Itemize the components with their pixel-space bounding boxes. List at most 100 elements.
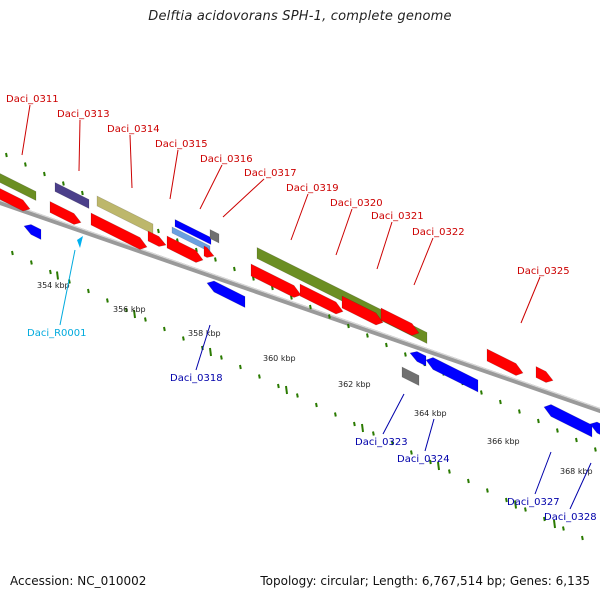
gene-arrow-plus[interactable] bbox=[49, 201, 82, 225]
tick-mark-upper bbox=[328, 314, 331, 319]
gene-arrow-plus[interactable] bbox=[299, 283, 344, 315]
gene-label-minus[interactable]: Daci_0324 bbox=[397, 454, 450, 465]
rna-gene-marker[interactable] bbox=[77, 236, 83, 248]
gene-arrow-plus[interactable] bbox=[486, 348, 524, 376]
gene-label-plus-leader bbox=[413, 237, 434, 286]
gene-arrow-plus[interactable] bbox=[380, 307, 420, 336]
tick-mark-lower bbox=[144, 317, 147, 322]
gene-arrow-minus[interactable] bbox=[23, 224, 42, 240]
gene-arrow-plus[interactable] bbox=[147, 230, 167, 247]
gene-label-minus-leader bbox=[534, 451, 552, 495]
tick-mark-upper bbox=[252, 276, 255, 281]
tick-mark-lower bbox=[11, 250, 14, 256]
gene-label-minus-leader bbox=[382, 393, 405, 435]
gene-label-plus[interactable]: Daci_0321 bbox=[371, 211, 424, 222]
gene-label-plus-leader bbox=[335, 208, 353, 256]
genome-backbone bbox=[0, 199, 600, 414]
gene-label-plus-leader bbox=[290, 193, 309, 241]
gene-arrow-plus[interactable] bbox=[341, 295, 384, 326]
gene-label-plus[interactable]: Daci_0316 bbox=[200, 154, 253, 165]
gene-arrow-minus[interactable] bbox=[174, 219, 212, 245]
gene-label-minus-leader bbox=[424, 418, 435, 452]
tick-mark-upper bbox=[537, 418, 540, 424]
scale-label: 358 kbp bbox=[188, 329, 221, 338]
tick-mark-lower bbox=[277, 383, 280, 389]
tick-mark-lower bbox=[182, 336, 185, 341]
gene-label-plus[interactable]: Daci_0315 bbox=[155, 139, 208, 150]
gene-label-plus[interactable]: Daci_0314 bbox=[107, 124, 160, 135]
tick-mark-lower bbox=[49, 269, 52, 275]
pseudogene-block[interactable] bbox=[209, 229, 220, 244]
gene-label-plus[interactable]: Daci_0322 bbox=[412, 227, 465, 238]
gene-label-plus-leader bbox=[222, 178, 265, 218]
major-tick bbox=[209, 347, 212, 357]
gene-arrow-minus[interactable] bbox=[409, 351, 427, 367]
tick-mark-lower bbox=[258, 374, 261, 379]
tick-mark-lower bbox=[410, 450, 413, 455]
gene-label-plus[interactable]: Daci_0319 bbox=[286, 183, 339, 194]
tick-mark-lower bbox=[505, 497, 508, 503]
gene-arrow-plus[interactable] bbox=[250, 263, 302, 298]
gene-label-plus-leader bbox=[78, 119, 81, 172]
tick-mark-upper bbox=[385, 342, 388, 348]
major-tick bbox=[437, 461, 440, 471]
gene-label-minus[interactable]: Daci_0323 bbox=[355, 437, 408, 448]
major-tick bbox=[361, 423, 364, 433]
gene-arrow-minus[interactable] bbox=[425, 357, 479, 393]
scale-label: 356 kbp bbox=[113, 305, 146, 314]
tick-mark-upper bbox=[62, 181, 65, 186]
tick-mark-upper bbox=[43, 171, 46, 177]
tick-mark-lower bbox=[163, 326, 166, 332]
gene-label-minus[interactable]: Daci_0318 bbox=[170, 373, 223, 384]
tick-mark-upper bbox=[214, 257, 217, 262]
gene-label-plus-leader bbox=[21, 104, 31, 156]
gene-arrow-minus[interactable] bbox=[589, 421, 600, 438]
scale-label: 364 kbp bbox=[414, 409, 447, 418]
tick-mark-upper bbox=[195, 247, 198, 253]
tick-mark-lower bbox=[448, 469, 451, 474]
gene-arrow-plus[interactable] bbox=[203, 245, 215, 258]
tick-mark-lower bbox=[296, 393, 299, 398]
tick-mark-lower bbox=[239, 364, 242, 370]
gene-arrow-minus[interactable] bbox=[206, 280, 246, 308]
tick-mark-lower bbox=[106, 298, 109, 303]
tick-mark-lower bbox=[334, 412, 337, 417]
genome-backbone-highlight bbox=[0, 199, 600, 410]
major-tick bbox=[514, 500, 517, 509]
map-title: Delftia acidovorans SPH-1, complete geno… bbox=[148, 9, 452, 24]
gene-label-plus-leader bbox=[169, 149, 179, 200]
tick-mark-lower bbox=[315, 402, 318, 408]
scale-label: 360 kbp bbox=[263, 354, 296, 363]
tick-mark-upper bbox=[347, 323, 350, 329]
gene-label-rna[interactable]: Daci_R0001 bbox=[27, 328, 87, 339]
operon-block[interactable] bbox=[54, 182, 90, 209]
major-tick bbox=[553, 519, 556, 529]
gene-label-plus[interactable]: Daci_0320 bbox=[330, 198, 383, 209]
operon-block[interactable] bbox=[0, 169, 37, 201]
gene-arrow-minus[interactable] bbox=[543, 404, 593, 438]
tick-mark-upper bbox=[499, 399, 502, 405]
gene-label-plus[interactable]: Daci_0317 bbox=[244, 168, 297, 179]
gene-label-plus[interactable]: Daci_0311 bbox=[6, 94, 59, 105]
scale-label: 366 kbp bbox=[487, 437, 520, 446]
major-tick bbox=[56, 271, 59, 280]
gene-label-plus[interactable]: Daci_0325 bbox=[517, 266, 570, 277]
tick-mark-upper bbox=[271, 285, 274, 291]
tick-mark-lower bbox=[486, 488, 489, 493]
tick-mark-upper bbox=[575, 437, 578, 443]
gene-label-minus-leader bbox=[195, 324, 211, 371]
tick-mark-lower bbox=[391, 440, 394, 446]
gene-label-minus[interactable]: Daci_0328 bbox=[544, 512, 597, 523]
gene-arrow-plus[interactable] bbox=[0, 185, 31, 212]
gene-arrow-plus[interactable] bbox=[90, 212, 148, 250]
gene-label-plus[interactable]: Daci_0313 bbox=[57, 109, 110, 120]
tick-mark-upper bbox=[480, 390, 483, 395]
tick-mark-upper bbox=[157, 228, 160, 234]
gene-arrow-plus[interactable] bbox=[166, 235, 204, 263]
tick-mark-lower bbox=[581, 535, 584, 541]
tick-mark-lower bbox=[220, 355, 223, 360]
pseudogene-block[interactable] bbox=[401, 366, 420, 386]
tick-mark-upper bbox=[290, 295, 293, 300]
gene-label-minus[interactable]: Daci_0327 bbox=[507, 497, 560, 508]
gene-arrow-plus[interactable] bbox=[535, 366, 554, 383]
